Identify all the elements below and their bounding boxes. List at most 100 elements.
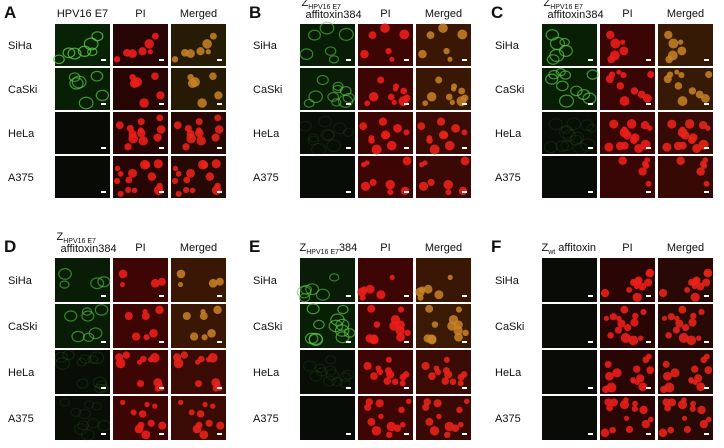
nucleus <box>214 114 222 122</box>
nucleus <box>143 334 150 341</box>
cell-stain <box>90 70 104 82</box>
scale-bar <box>101 387 106 389</box>
nucleus <box>417 294 424 301</box>
row-label: HeLa <box>253 367 280 379</box>
row-label: A375 <box>253 413 279 425</box>
nucleus <box>667 426 675 434</box>
cell-stain <box>318 115 332 128</box>
nucleus <box>630 377 636 383</box>
nucleus <box>360 286 368 293</box>
nucleus <box>690 292 700 302</box>
nucleus <box>676 156 685 165</box>
cell-stain <box>566 117 582 131</box>
nucleus <box>461 129 468 136</box>
nucleus <box>638 282 647 291</box>
nucleus <box>460 156 470 166</box>
nucleus <box>449 378 457 386</box>
nucleus <box>664 30 673 40</box>
nucleus <box>431 321 439 328</box>
nucleus <box>196 47 205 56</box>
nucleus <box>668 38 679 49</box>
nucleus <box>444 370 453 379</box>
cell-stain <box>95 89 110 102</box>
nucleus <box>367 417 376 426</box>
nucleus <box>386 140 397 151</box>
row-label: HeLa <box>8 128 35 140</box>
cell-stain <box>78 408 91 420</box>
row-label: HeLa <box>495 367 522 379</box>
nucleus <box>186 130 195 139</box>
cell-stain <box>573 142 588 155</box>
scale-bar <box>588 341 593 343</box>
nucleus <box>202 401 208 408</box>
nucleus <box>678 141 687 150</box>
nucleus <box>606 382 617 393</box>
nucleus <box>209 72 217 80</box>
nucleus <box>216 421 225 430</box>
nucleus <box>125 186 132 194</box>
cell-stain <box>92 376 107 389</box>
nucleus <box>632 400 638 407</box>
nucleus <box>131 332 141 341</box>
nucleus <box>368 31 377 40</box>
scale-bar <box>346 433 351 435</box>
nucleus <box>647 71 655 79</box>
nucleus <box>704 366 713 375</box>
nucleus <box>645 180 652 187</box>
nucleus <box>674 82 683 90</box>
micrograph <box>300 112 355 154</box>
nucleus <box>703 268 713 278</box>
cell-stain <box>322 129 335 141</box>
scale-bar <box>704 103 709 105</box>
nucleus <box>376 290 386 300</box>
row-label: A375 <box>8 172 34 184</box>
nucleus <box>425 304 434 313</box>
cell-stain <box>68 72 81 83</box>
nucleus <box>637 335 644 341</box>
nucleus <box>404 329 411 337</box>
micrograph <box>542 304 597 348</box>
nucleus <box>359 294 366 301</box>
nucleus <box>631 405 638 412</box>
nucleus <box>118 269 128 279</box>
row-label: A375 <box>495 172 521 184</box>
nucleus <box>138 47 147 56</box>
nucleus <box>695 90 704 99</box>
nucleus <box>194 380 203 388</box>
nucleus <box>640 120 650 130</box>
nucleus <box>375 365 382 372</box>
panel: A HPV16 E7 PI Merged SiHa CaSki HeLa A375 <box>4 3 226 198</box>
nucleus <box>387 93 395 101</box>
micrograph <box>55 68 110 110</box>
scale-bar <box>217 341 222 343</box>
micrograph <box>300 350 355 394</box>
nucleus <box>195 421 203 429</box>
cell-stain <box>307 135 320 146</box>
nucleus <box>449 99 455 105</box>
scale-bar <box>588 191 593 193</box>
nucleus <box>644 157 651 163</box>
nucleus <box>393 83 400 90</box>
cell-stain <box>559 126 575 140</box>
cell-stain <box>315 288 331 301</box>
scale-bar <box>159 387 164 389</box>
nucleus <box>421 361 430 371</box>
nucleus <box>206 356 212 363</box>
nucleus <box>692 144 702 153</box>
column-header: PI <box>135 242 145 254</box>
cell-stain <box>559 37 570 47</box>
cell-stain <box>71 75 87 89</box>
nucleus <box>383 377 392 385</box>
cell-stain <box>76 420 90 431</box>
nucleus <box>453 325 463 336</box>
scale-bar <box>462 341 467 343</box>
micrograph <box>542 396 597 440</box>
row-label: CaSki <box>8 321 37 333</box>
nucleus <box>683 425 692 434</box>
nucleus <box>463 398 470 405</box>
nucleus <box>144 401 150 408</box>
nucleus <box>705 71 713 79</box>
header-main: Z <box>302 0 309 9</box>
nucleus <box>214 125 224 134</box>
cell-stain <box>332 81 344 91</box>
